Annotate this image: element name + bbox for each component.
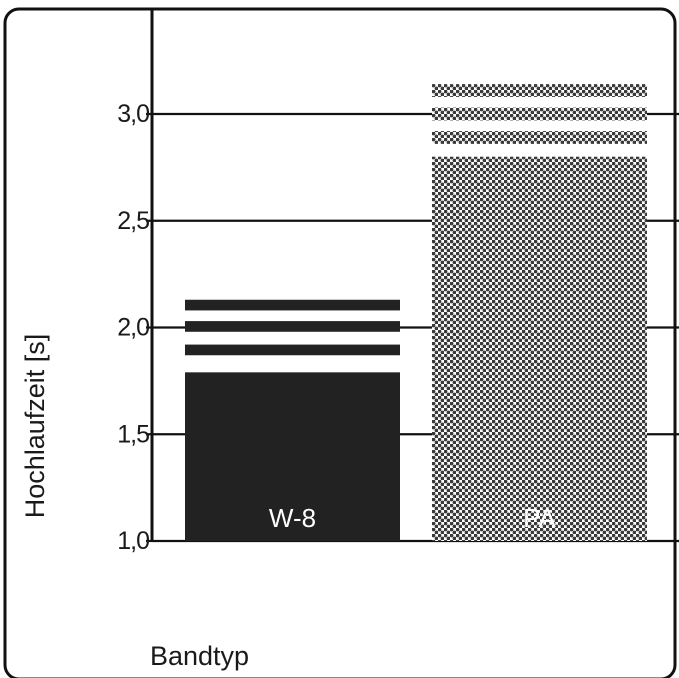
y-tick-label: 2,0	[117, 314, 149, 342]
y-tick-label: 1,5	[117, 420, 149, 448]
bar-w-8	[185, 372, 400, 541]
bar-range-band	[432, 131, 647, 144]
bar-range-band	[432, 84, 647, 97]
bar-range-band	[185, 321, 400, 332]
x-axis-title: Bandtyp	[150, 641, 249, 671]
outer-frame	[3, 7, 677, 678]
bars: W-8 PA	[185, 84, 647, 541]
bar-pa	[432, 156, 647, 541]
bar-range-band	[185, 299, 400, 311]
y-tick-label: 1,0	[117, 527, 149, 555]
bar-range-band	[185, 344, 400, 356]
y-tick-labels: 1,0 1,5 2,0 2,5 3,0	[117, 100, 150, 555]
bar-range-band	[432, 107, 647, 121]
y-tick-label: 2,5	[117, 207, 149, 235]
bar-label: W-8	[269, 503, 316, 533]
bar-label: PA	[523, 503, 556, 533]
y-tick-label: 3,0	[117, 100, 149, 128]
y-axis-title: Hochlaufzeit [s]	[20, 334, 50, 519]
